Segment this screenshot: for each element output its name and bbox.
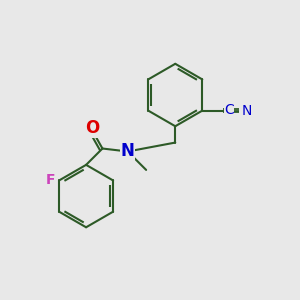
Text: N: N <box>121 142 135 160</box>
Text: N: N <box>242 103 252 118</box>
Text: F: F <box>46 173 56 188</box>
Text: O: O <box>85 119 99 137</box>
Text: C: C <box>224 103 234 117</box>
